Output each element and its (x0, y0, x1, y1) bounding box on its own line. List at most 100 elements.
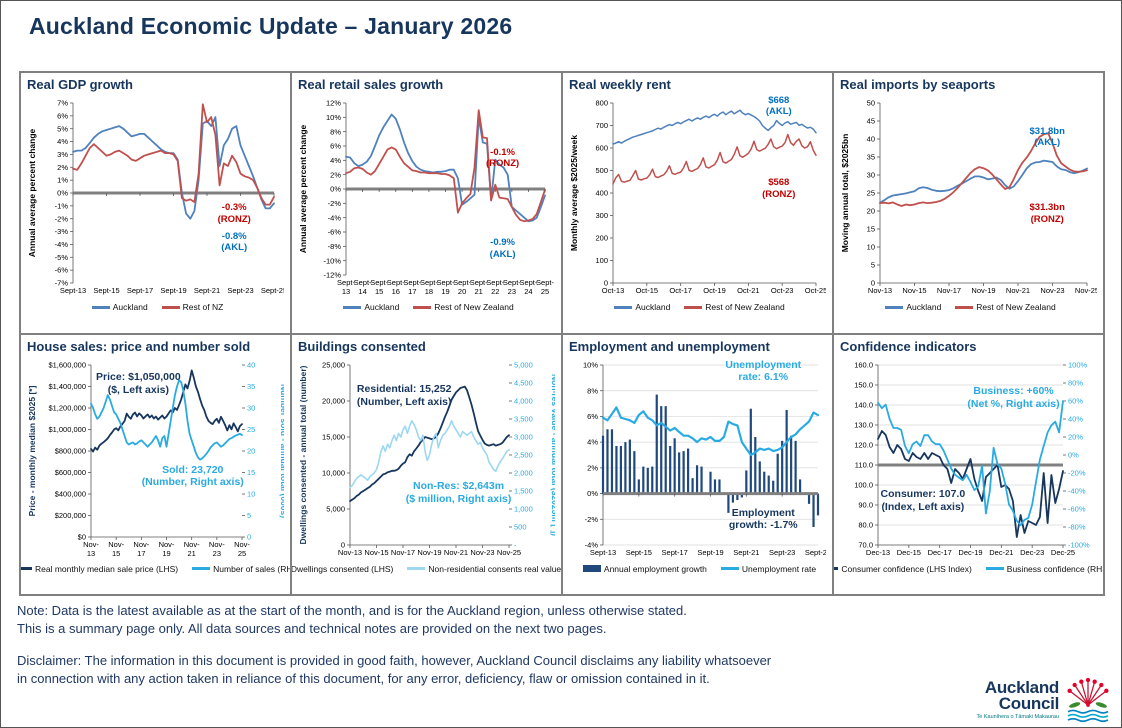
svg-text:15: 15 (247, 468, 255, 477)
note-line-1: Note: Data is the latest available as at… (17, 603, 687, 618)
svg-text:6%: 6% (587, 412, 598, 421)
svg-text:Dec-25: Dec-25 (1051, 548, 1075, 557)
svg-text:Nov-13: Nov-13 (338, 548, 362, 557)
svg-text:Dec-13: Dec-13 (866, 548, 890, 557)
svg-text:0: 0 (341, 540, 345, 549)
svg-text:Nov-25: Nov-25 (1075, 286, 1097, 295)
chart-svg: -7% -6% -5% -4% -3% -2% -1% 0% 1% 2% 3% 4% 5% 6% 7% Sep… (27, 99, 287, 295)
chart-title: Buildings consented (298, 338, 426, 354)
svg-text:Sept-19: Sept-19 (160, 286, 186, 295)
chart-title: Real imports by seaports (840, 77, 996, 92)
svg-text:25: 25 (238, 549, 246, 558)
svg-text:30: 30 (247, 403, 255, 412)
svg-text:15: 15 (867, 225, 875, 234)
svg-text:2%: 2% (330, 170, 341, 179)
svg-text:45: 45 (867, 117, 875, 126)
svg-text:20,000: 20,000 (322, 396, 345, 405)
buildings-consented-chart: 0 5,000 10,000 15,000 20,000 25,000 - 500 1,000 1… (298, 357, 560, 563)
confidence-indicators-chart: 70.0 80.0 90.0 100.0 110.0 120.0 130.0 140.0 150… (840, 357, 1099, 563)
svg-text:Annual average percent change: Annual average percent change (298, 124, 308, 253)
svg-text:Oct-25: Oct-25 (805, 286, 826, 295)
legend-swatch (161, 305, 180, 309)
svg-text:40: 40 (867, 135, 875, 144)
svg-text:1%: 1% (57, 176, 68, 185)
svg-text:Sept-: Sept- (337, 278, 355, 287)
svg-text:-20%: -20% (1068, 468, 1086, 477)
real-retail-sales-growth-chart: -12% -10% -8% -6% -4% -2% 0% 2% 4% 6% 8% 10% 12% Sept… (298, 95, 557, 301)
svg-text:2,000: 2,000 (514, 468, 533, 477)
svg-text:8%: 8% (330, 127, 341, 136)
svg-text:$1,000,000: $1,000,000 (48, 425, 86, 434)
svg-text:Nov-: Nov- (159, 540, 175, 549)
legend-item: Real monthly median sale price (LHS) (21, 564, 178, 574)
legend-swatch (582, 565, 601, 572)
svg-text:140.0: 140.0 (854, 400, 873, 409)
svg-text:Oct-23: Oct-23 (771, 286, 794, 295)
svg-text:110.0: 110.0 (855, 460, 873, 469)
svg-text:Sept-23: Sept-23 (227, 286, 253, 295)
svg-text:16: 16 (392, 287, 400, 296)
svg-text:Sept-15: Sept-15 (93, 286, 119, 295)
svg-text:100.0: 100.0 (854, 480, 873, 489)
note-line-2: This is a summary page only. All data so… (17, 621, 607, 636)
legend-swatch (955, 305, 974, 309)
chart-panel-house-sales: House sales: price and number sold $0 $20… (21, 334, 290, 594)
chart-svg: -12% -10% -8% -6% -4% -2% 0% 2% 4% 6% 8% 10% 12% Sept… (298, 99, 554, 296)
svg-text:Number sold - annual total (00: Number sold - annual total (000s) (279, 383, 284, 517)
legend-item: Consumer confidence (LHS Index) (834, 564, 972, 574)
disclaimer-line-1: Disclaimer: The information in this docu… (17, 653, 772, 668)
svg-text:50: 50 (867, 99, 875, 108)
legend-item: Unemployment rate (720, 564, 816, 574)
svg-text:8%: 8% (587, 386, 598, 395)
svg-text:120.0: 120.0 (854, 440, 873, 449)
svg-text:90.0: 90.0 (858, 500, 873, 509)
svg-text:Nov-: Nov- (184, 540, 200, 549)
svg-text:700: 700 (595, 121, 608, 130)
chart-annotation: $668 (AKL) (765, 95, 792, 118)
svg-text:Oct-17: Oct-17 (669, 286, 692, 295)
svg-text:0%: 0% (57, 189, 68, 198)
chart-legend: Auckland Rest of New Zealand (840, 302, 1101, 312)
svg-text:4%: 4% (587, 437, 598, 446)
chart-annotation: -0.3% (RONZ) (217, 202, 251, 225)
chart-annotation: -0.8% (AKL) (221, 230, 248, 254)
svg-text:12%: 12% (326, 99, 341, 108)
svg-text:2%: 2% (587, 463, 598, 472)
legend-item: Rest of New Zealand (955, 302, 1056, 312)
svg-text:0: 0 (247, 532, 251, 541)
svg-text:-6%: -6% (328, 228, 342, 237)
svg-text:25: 25 (541, 287, 549, 296)
chart-legend: Auckland Rest of NZ (27, 302, 288, 312)
svg-text:-2%: -2% (585, 514, 599, 523)
chart-legend: Auckland Rest of New Zealand (569, 302, 830, 312)
svg-text:$0: $0 (78, 532, 86, 541)
svg-text:5: 5 (871, 261, 875, 270)
svg-text:0%: 0% (587, 489, 598, 498)
svg-text:-4%: -4% (585, 540, 599, 549)
svg-text:Sept-: Sept- (370, 278, 388, 287)
svg-text:13: 13 (342, 287, 350, 296)
svg-text:Dec-23: Dec-23 (1020, 548, 1044, 557)
chart-legend: Annual employment growth Unemployment rat… (569, 564, 830, 574)
legend-swatch (684, 305, 703, 309)
svg-text:Sept-: Sept- (519, 278, 537, 287)
svg-text:Sept-15: Sept-15 (626, 548, 652, 557)
svg-text:6%: 6% (330, 142, 341, 151)
svg-text:-10%: -10% (323, 256, 341, 265)
chart-panel-buildings-consented: Buildings consented 0 5,000 10,000 15,000 20… (292, 334, 561, 594)
svg-text:$200,000: $200,000 (55, 511, 86, 520)
chart-svg: -4% -2% 0% 2% 4% 6% 8% 10% Sept-13 Sept-15 Sept-17… (583, 360, 831, 557)
svg-text:$400,000: $400,000 (55, 489, 86, 498)
legend-item: Auckland (343, 302, 399, 312)
chart-annotation: Price: $1,050,000 ($, Left axis) (96, 370, 181, 396)
svg-text:0: 0 (604, 279, 608, 288)
legend-swatch (192, 567, 211, 570)
svg-text:Sept-: Sept- (470, 278, 488, 287)
chart-legend: Dwellings consented (LHS) Non-residential… (292, 564, 561, 574)
footer-notes: Note: Data is the latest available as at… (17, 602, 771, 688)
svg-text:3,500: 3,500 (514, 414, 533, 423)
svg-text:40%: 40% (1068, 414, 1083, 423)
svg-text:$600,000: $600,000 (55, 468, 86, 477)
svg-text:Nov-23: Nov-23 (470, 548, 494, 557)
